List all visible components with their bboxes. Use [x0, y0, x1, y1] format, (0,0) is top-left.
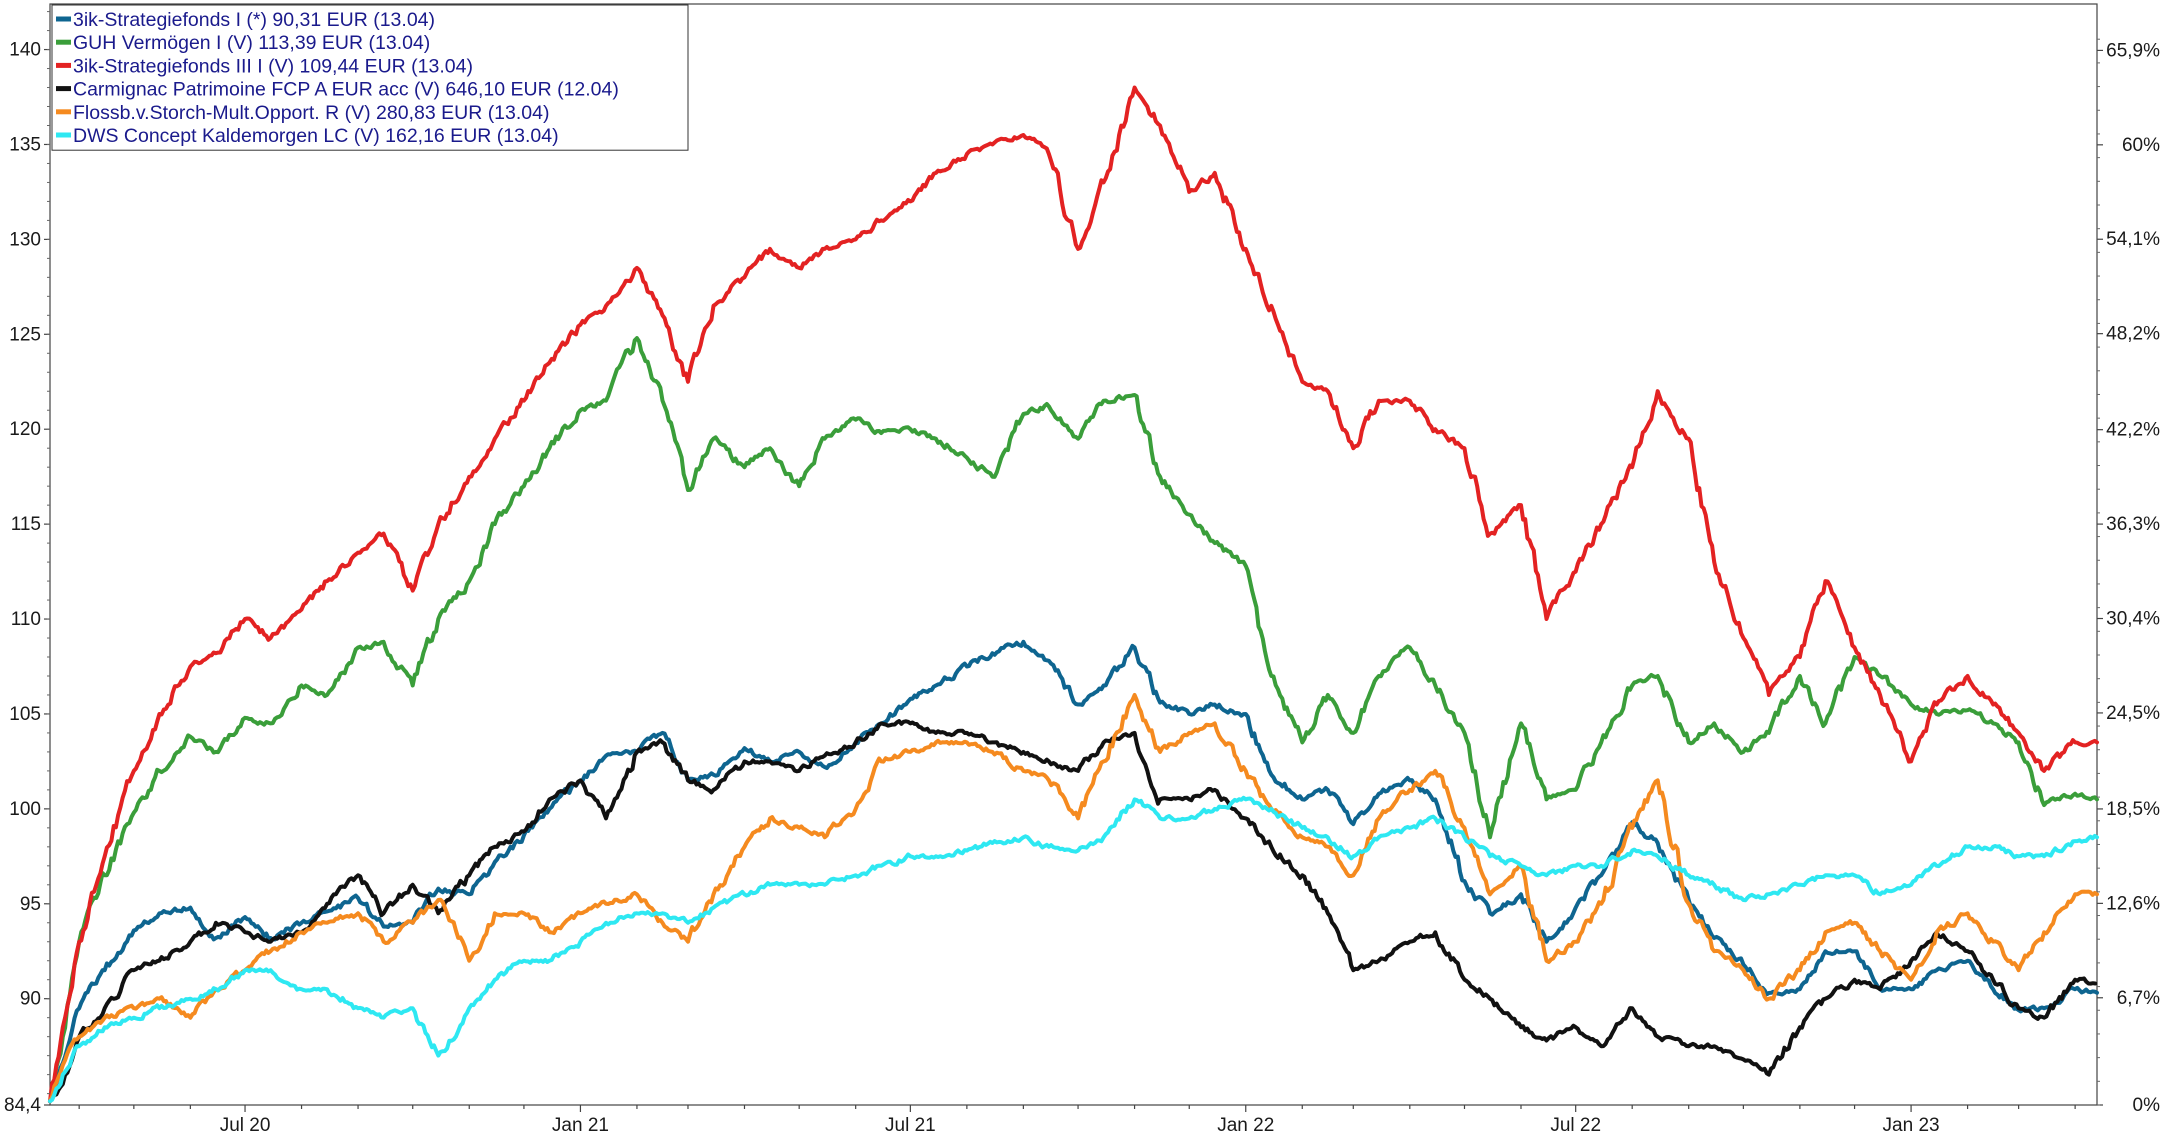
- series-lines: [48, 85, 2099, 1104]
- y-left-tick-label: 115: [11, 514, 41, 535]
- y-right-tick-label: 24,5%: [2106, 703, 2160, 724]
- series-line-6: [48, 795, 2099, 1104]
- series-line-3: [48, 85, 2099, 1104]
- x-tick-label: Jul 21: [885, 1115, 936, 1134]
- y-axis-right: 0% 6,7% 12,6% 18,5% 24,5% 30,4% 36,3% 42,2% 48,2…: [2097, 38, 2161, 1116]
- y-left-tick-label: 120: [9, 419, 41, 440]
- legend: 3ik-Strategiefonds I (*) 90,31 EUR (13.0…: [51, 4, 689, 151]
- x-tick-label: Jul 22: [1550, 1115, 1601, 1134]
- y-left-tick-label: 95: [20, 894, 41, 915]
- y-right-tick-label: 54,1%: [2106, 229, 2160, 250]
- y-right-tick-label: 48,2%: [2106, 324, 2160, 345]
- legend-entry: Flossb.v.Storch-Mult.Opport. R (V) 280,8…: [73, 102, 549, 124]
- y-right-tick-label: 12,6%: [2106, 893, 2160, 914]
- y-right-tick-label: 65,9%: [2106, 40, 2160, 61]
- y-right-tick-label: 60%: [2122, 135, 2160, 156]
- y-left-tick-label: 140: [9, 40, 41, 61]
- plot-frame: [49, 3, 2098, 1106]
- series-line-4: [48, 719, 2098, 1104]
- y-left-tick-label: 125: [9, 324, 41, 345]
- x-tick-label: Jan 22: [1217, 1115, 1274, 1134]
- x-tick-label: Jul 20: [220, 1115, 271, 1134]
- y-right-tick-label: 30,4%: [2106, 609, 2160, 630]
- plot-area: [49, 3, 2098, 1106]
- y-right-tick-label: 6,7%: [2117, 988, 2160, 1009]
- x-tick-label: Jan 23: [1883, 1115, 1940, 1134]
- y-left-tick-label: 110: [11, 609, 41, 630]
- legend-entry: GUH Vermögen I (V) 113,39 EUR (13.04): [73, 32, 430, 54]
- legend-entry: DWS Concept Kaldemorgen LC (V) 162,16 EU…: [73, 125, 559, 147]
- y-right-tick-label: 36,3%: [2106, 514, 2160, 535]
- y-left-tick-label: 130: [9, 229, 41, 250]
- legend-entry: 3ik-Strategiefonds I (*) 90,31 EUR (13.0…: [73, 9, 435, 31]
- legend-entry: Carmignac Patrimoine FCP A EUR acc (V) 6…: [73, 79, 619, 101]
- legend-entry: 3ik-Strategiefonds III I (V) 109,44 EUR …: [73, 55, 473, 77]
- series-line-2: [48, 336, 2099, 1104]
- y-left-tick-label: 90: [20, 989, 41, 1010]
- y-left-tick-label: 135: [9, 134, 41, 155]
- y-right-tick-label: 18,5%: [2106, 799, 2160, 820]
- legend-box: [51, 4, 689, 151]
- series-line-1: [48, 639, 2099, 1104]
- y-left-tick-label: 105: [9, 704, 41, 725]
- y-right-tick-label: 0%: [2133, 1095, 2161, 1116]
- series-line-5: [48, 693, 2099, 1104]
- y-right-tick-label: 42,2%: [2106, 420, 2160, 441]
- x-axis: Jul 20 Jan 21 Jul 21 Jan 22 Jul 22 Jan 23: [22, 1105, 2076, 1134]
- y-left-tick-label: 100: [9, 799, 41, 820]
- x-tick-label: Jan 21: [552, 1115, 609, 1134]
